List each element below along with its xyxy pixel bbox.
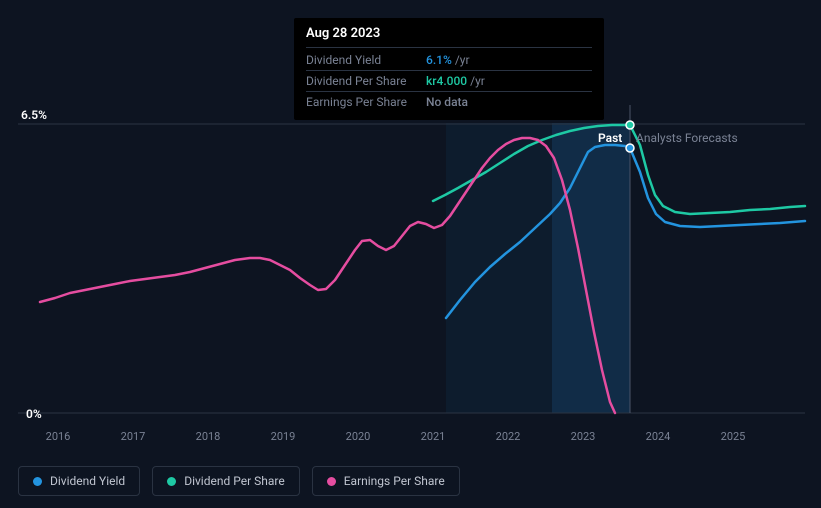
chart-container: 6.5% 0% 2016 2017 2018 2019 2020 2021 2022 2023…: [0, 0, 821, 508]
chart-legend: Dividend Yield Dividend Per Share Earnings…: [18, 466, 460, 496]
tooltip-row: Dividend Yield6.1%/yr: [306, 50, 592, 71]
legend-dot: [167, 477, 176, 486]
forecast-label: Analysts Forecasts: [636, 131, 738, 145]
x-tick: 2025: [721, 430, 746, 443]
tooltip-row-value: kr4.000: [426, 74, 467, 88]
tooltip-row: Earnings Per ShareNo data: [306, 92, 592, 112]
tooltip-row-value: No data: [426, 95, 468, 109]
legend-item[interactable]: Dividend Yield: [18, 466, 140, 496]
x-tick: 2018: [196, 430, 221, 443]
tooltip-row-suffix: /yr: [455, 53, 470, 67]
legend-label: Dividend Yield: [50, 474, 125, 488]
x-tick: 2017: [121, 430, 146, 443]
legend-item[interactable]: Dividend Per Share: [152, 466, 300, 496]
tooltip-row-label: Dividend Per Share: [306, 74, 426, 88]
tooltip-row-label: Dividend Yield: [306, 53, 426, 67]
tooltip-row-value: 6.1%: [426, 53, 452, 67]
x-tick: 2024: [646, 430, 671, 443]
legend-dot: [33, 477, 42, 486]
y-axis-min-label: 0%: [26, 407, 42, 421]
tooltip-row-suffix: /yr: [470, 74, 485, 88]
tooltip-row-label: Earnings Per Share: [306, 95, 426, 109]
legend-label: Dividend Per Share: [184, 474, 285, 488]
legend-item[interactable]: Earnings Per Share: [312, 466, 460, 496]
chart-tooltip: Aug 28 2023 Dividend Yield6.1%/yrDividen…: [294, 18, 604, 120]
x-tick: 2019: [271, 430, 296, 443]
legend-label: Earnings Per Share: [344, 474, 445, 488]
x-tick: 2021: [421, 430, 446, 443]
legend-dot: [327, 477, 336, 486]
tooltip-date: Aug 28 2023: [306, 26, 592, 48]
x-tick: 2020: [346, 430, 371, 443]
tooltip-row: Dividend Per Sharekr4.000/yr: [306, 71, 592, 92]
y-axis-max-label: 6.5%: [21, 108, 47, 122]
x-tick: 2016: [46, 430, 71, 443]
x-tick: 2022: [496, 430, 521, 443]
x-tick: 2023: [571, 430, 596, 443]
past-label: Past: [598, 131, 622, 145]
